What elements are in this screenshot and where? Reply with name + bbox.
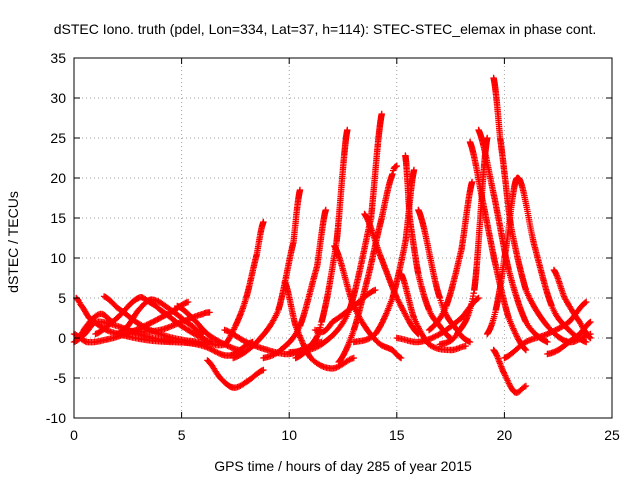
data-point bbox=[344, 126, 351, 134]
y-tick-label: -5 bbox=[54, 370, 67, 386]
data-arc-10 bbox=[204, 357, 267, 391]
x-tick-label: 15 bbox=[389, 427, 405, 443]
data-arc-17 bbox=[286, 110, 385, 356]
x-tick-label: 25 bbox=[604, 427, 620, 443]
data-point bbox=[521, 383, 528, 390]
data-point bbox=[322, 206, 329, 214]
data-point bbox=[397, 354, 405, 362]
y-tick-label: 10 bbox=[50, 250, 66, 266]
data-point bbox=[475, 294, 482, 302]
data-arc-9 bbox=[174, 302, 246, 354]
data-point bbox=[342, 348, 349, 355]
data-point bbox=[144, 321, 152, 328]
data-point bbox=[94, 311, 101, 319]
y-tick-label: 20 bbox=[50, 170, 66, 186]
data-point bbox=[184, 298, 192, 306]
data-arc-4 bbox=[75, 310, 116, 342]
data-point bbox=[393, 162, 400, 170]
data-point bbox=[484, 134, 491, 142]
data-point bbox=[544, 338, 551, 346]
data-point bbox=[380, 316, 387, 323]
data-arc-36 bbox=[544, 318, 594, 358]
data-point bbox=[430, 333, 438, 341]
y-tick-label: 35 bbox=[50, 50, 66, 66]
data-point bbox=[211, 348, 218, 355]
data-point bbox=[300, 341, 307, 348]
data-point bbox=[346, 356, 353, 363]
data-point bbox=[587, 334, 594, 342]
data-point bbox=[522, 382, 530, 390]
data-arc-35 bbox=[550, 266, 594, 342]
data-point bbox=[410, 166, 418, 174]
data-point bbox=[350, 354, 357, 362]
data-point bbox=[429, 334, 436, 341]
data-arc-20 bbox=[335, 162, 400, 366]
data-point bbox=[583, 298, 590, 306]
data-point bbox=[468, 178, 476, 186]
data-point bbox=[206, 309, 213, 316]
x-axis-label: GPS time / hours of day 285 of year 2015 bbox=[214, 458, 472, 474]
data-point bbox=[214, 349, 221, 356]
y-tick-label: 5 bbox=[58, 290, 66, 306]
data-arc-27 bbox=[425, 178, 476, 334]
data-point bbox=[260, 366, 267, 374]
data-point bbox=[342, 347, 350, 354]
x-tick-label: 0 bbox=[70, 427, 78, 443]
data-point bbox=[582, 299, 589, 306]
data-arc-14 bbox=[260, 206, 329, 362]
data-point bbox=[243, 338, 250, 346]
x-tick-label: 10 bbox=[281, 427, 297, 443]
data-point bbox=[462, 342, 469, 350]
data-point bbox=[260, 218, 267, 226]
data-point bbox=[378, 110, 385, 118]
axis-ticks: 0 5 10 15 20 25 -10 -5 0 5 10 15 20 25 30 35 bbox=[46, 50, 620, 443]
y-tick-label: -10 bbox=[46, 410, 66, 426]
data-point bbox=[586, 334, 593, 341]
data-arc-22 bbox=[361, 210, 422, 338]
chart-title: dSTEC Iono. truth (pdel, Lon=334, Lat=37… bbox=[54, 21, 597, 37]
data-point bbox=[522, 346, 529, 353]
data-series bbox=[70, 74, 594, 396]
x-tick-label: 20 bbox=[497, 427, 513, 443]
y-tick-label: 30 bbox=[50, 90, 66, 106]
y-tick-label: 0 bbox=[58, 330, 66, 346]
data-point bbox=[313, 333, 321, 340]
y-axis-label: dSTEC / TECUs bbox=[5, 191, 21, 293]
data-point bbox=[296, 186, 304, 194]
data-point bbox=[379, 319, 386, 326]
data-point bbox=[241, 338, 248, 345]
data-point bbox=[522, 346, 530, 354]
data-point bbox=[586, 319, 593, 326]
y-tick-label: 15 bbox=[50, 210, 66, 226]
data-point bbox=[587, 318, 594, 326]
data-point bbox=[583, 338, 590, 346]
y-tick-label: 25 bbox=[50, 130, 66, 146]
data-point bbox=[466, 338, 474, 346]
data-arc-15 bbox=[281, 278, 357, 372]
data-point bbox=[317, 362, 324, 369]
data-point bbox=[372, 286, 379, 294]
x-tick-label: 5 bbox=[178, 427, 186, 443]
data-point bbox=[317, 321, 324, 329]
data-point bbox=[389, 170, 396, 178]
data-arc-33 bbox=[490, 346, 530, 396]
grid-lines bbox=[74, 58, 612, 418]
data-arc-11 bbox=[199, 218, 267, 349]
plot-frame bbox=[73, 57, 613, 419]
